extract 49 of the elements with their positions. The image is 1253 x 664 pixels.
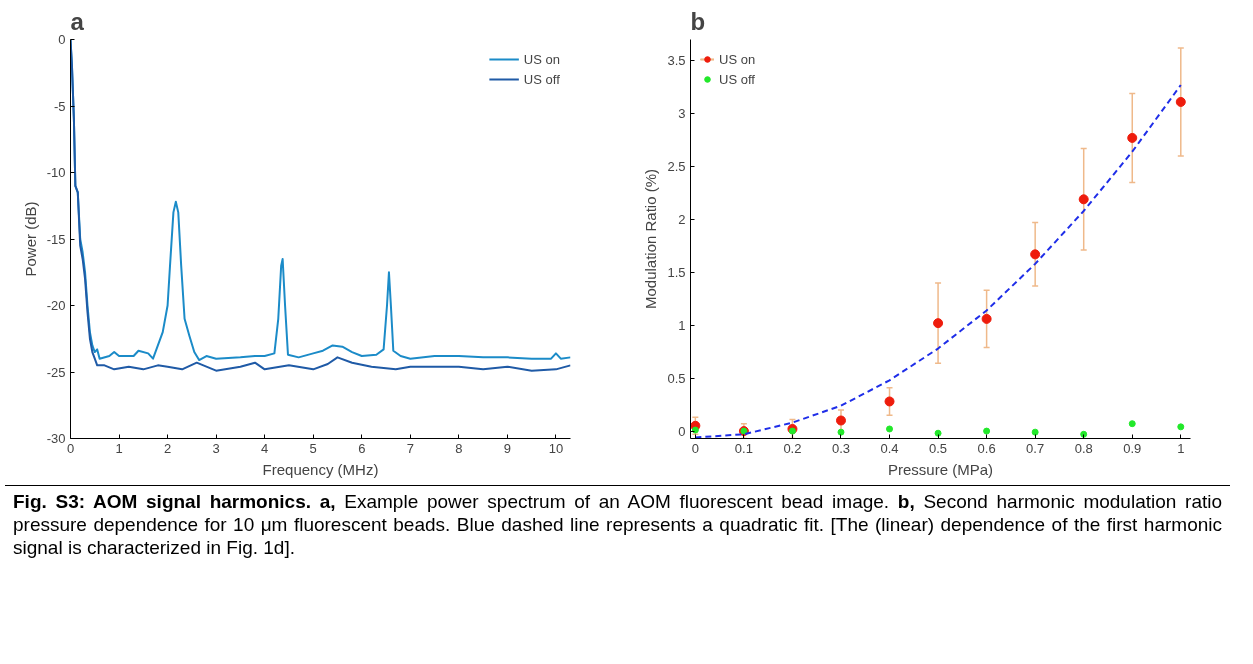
y-tick-label: 1 <box>678 317 686 333</box>
y-tick-label: -30 <box>46 431 66 446</box>
x-tick-label: 3 <box>212 440 220 456</box>
y-tick-label: 3.5 <box>667 53 686 69</box>
x-tick-label: 0.1 <box>734 440 753 456</box>
x-tick-label: 0.5 <box>929 440 948 456</box>
legend-label: US on <box>523 51 560 67</box>
x-tick-label: 0 <box>691 440 699 456</box>
y-axis-title: Power (dB) <box>21 201 39 277</box>
chart-title: b <box>690 7 706 35</box>
legend-label: US off <box>523 71 560 87</box>
y-tick-label: 0 <box>58 32 66 47</box>
x-tick-label: 7 <box>406 440 414 456</box>
x-tick-label: 9 <box>503 440 512 456</box>
x-tick-label: 0.2 <box>783 440 802 456</box>
y-tick-label: 0 <box>678 423 686 439</box>
x-tick-label: 0.6 <box>977 440 996 456</box>
y-tick-label: -25 <box>46 364 66 380</box>
y-tick-label: -15 <box>46 231 66 247</box>
y-tick-label: -10 <box>46 165 66 180</box>
x-tick-label: 2 <box>163 440 172 456</box>
y-tick-label: 2.5 <box>667 159 686 174</box>
x-tick-label: 0.7 <box>1026 440 1045 456</box>
y-tick-label: 1.5 <box>667 264 686 280</box>
x-tick-label: 0.9 <box>1123 440 1142 456</box>
x-tick-label: 1 <box>115 440 123 456</box>
x-tick-label: 0.3 <box>831 440 851 456</box>
text: Example power spectrum of an AOM fluorescent bead image. <box>344 491 890 512</box>
y-tick-label: 3 <box>678 106 686 122</box>
y-tick-label: 0.5 <box>667 370 686 386</box>
x-tick-label: 0.8 <box>1074 440 1093 456</box>
y-axis-title: Modulation Ratio (%) <box>642 168 660 310</box>
caption: Fig. S3: AOM signal harmonics. a, <box>13 491 336 512</box>
x-tick-label: 4 <box>261 440 269 456</box>
x-tick-label: 6 <box>358 440 366 456</box>
text: b, <box>897 491 915 512</box>
y-tick-label: 2 <box>678 211 686 227</box>
x-axis-title: Pressure (MPa) <box>887 460 994 478</box>
x-tick-label: 5 <box>309 440 317 456</box>
chart-title: a <box>70 7 85 35</box>
legend-label: US on <box>719 51 756 67</box>
legend-label: US off <box>719 71 755 87</box>
x-tick-label: 0.4 <box>880 440 899 456</box>
y-tick-label: -20 <box>46 298 66 313</box>
x-tick-label: 10 <box>548 440 564 456</box>
x-tick-label: 8 <box>455 440 463 456</box>
x-axis-title: Frequency (MHz) <box>262 460 379 478</box>
y-tick-label: -5 <box>53 98 66 114</box>
x-tick-label: 1 <box>1177 440 1185 456</box>
